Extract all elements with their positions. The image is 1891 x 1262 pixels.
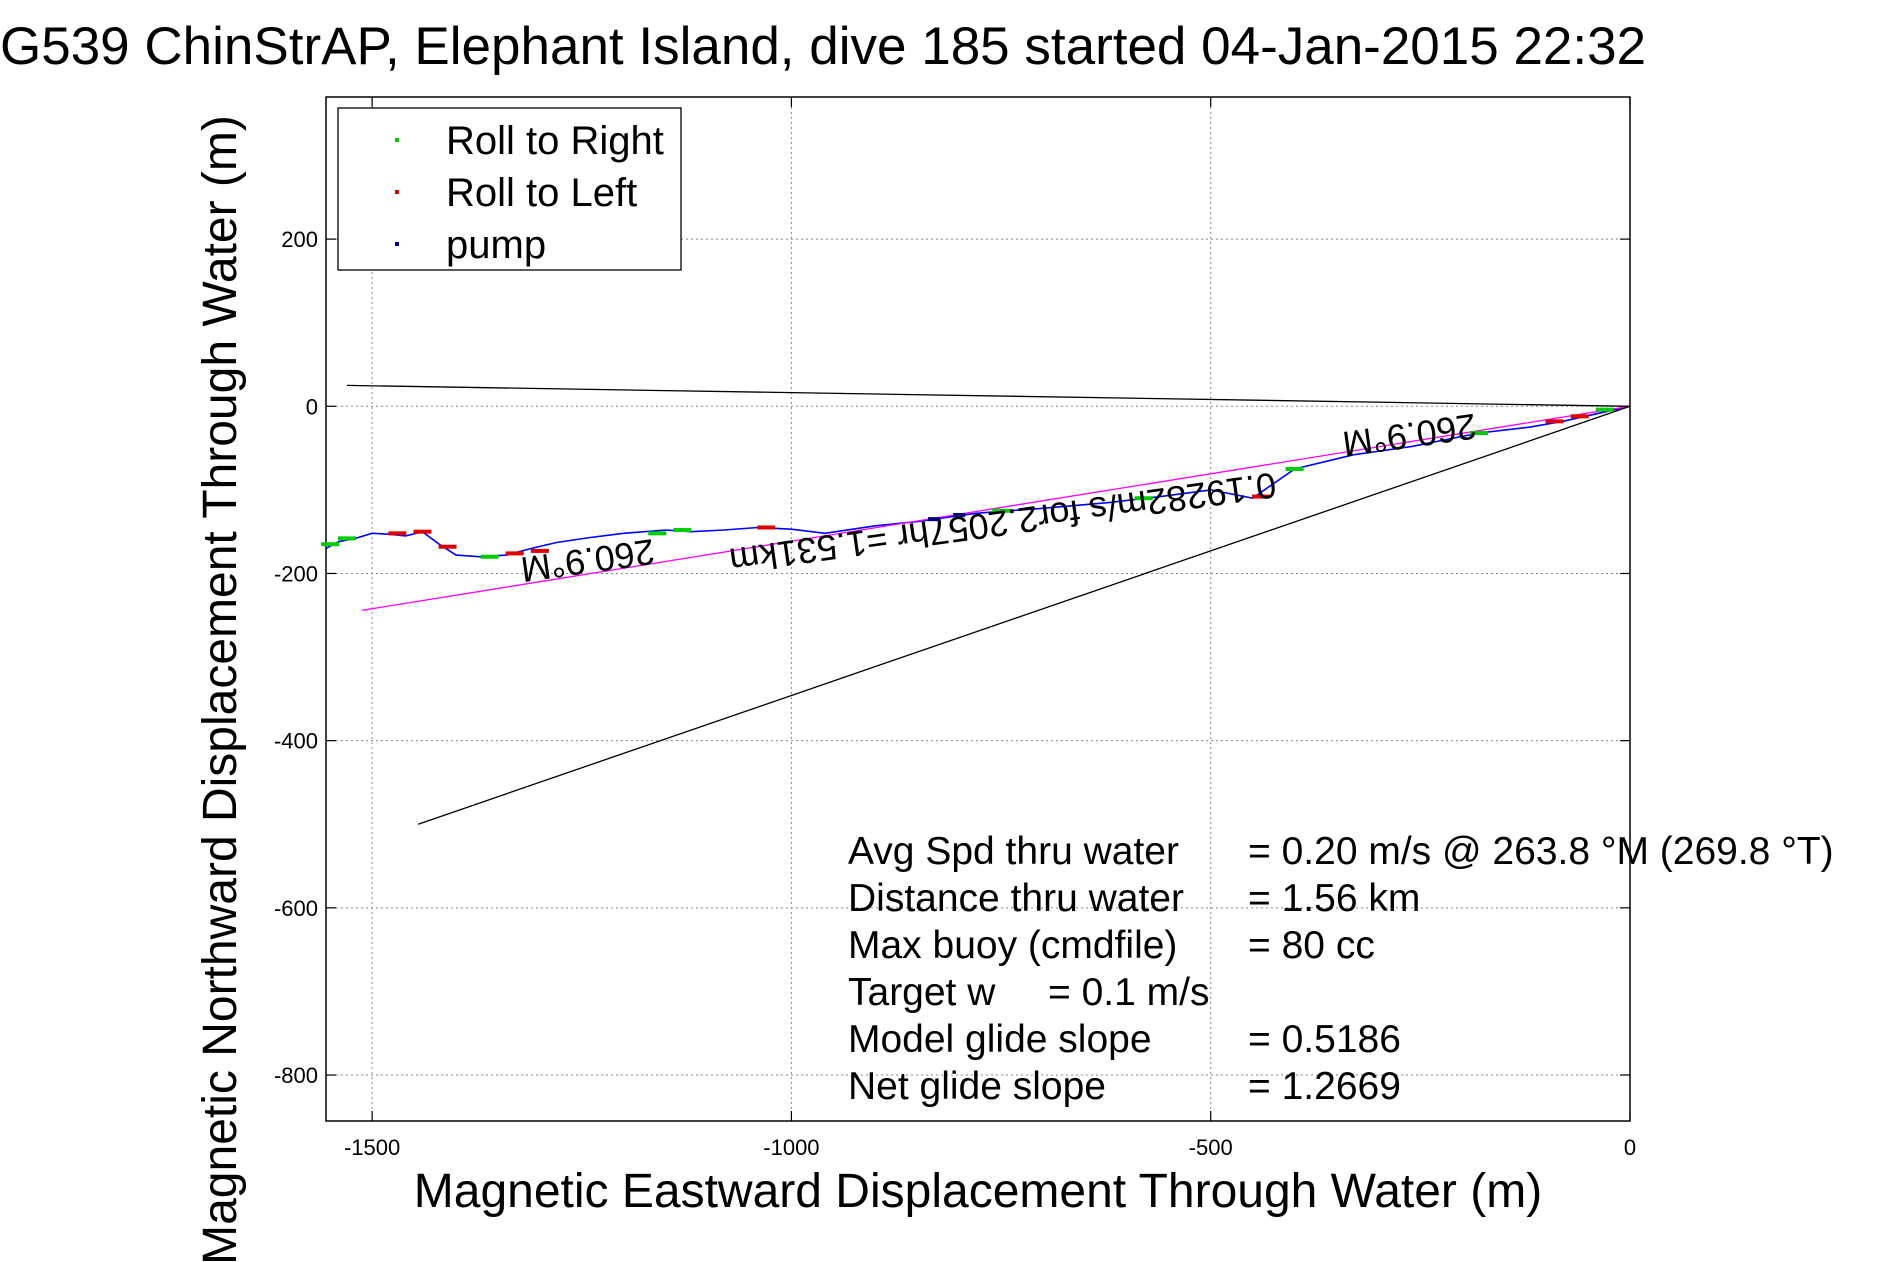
roll-right-marker [337,536,356,541]
roll-right-marker [1470,431,1489,436]
y-tick-label: 200 [281,227,318,252]
roll-left-marker [1570,414,1589,419]
legend-label: pump [446,223,546,267]
y-tick-label: -400 [274,729,318,754]
y-tick-label: -200 [274,561,318,586]
stats-block: Avg Spd thru water = 0.20 m/s @ 263.8 °M … [848,830,1834,1108]
roll-right-marker [480,554,499,559]
x-axis-label: Magnetic Eastward Displacement Through W… [414,1165,1542,1218]
pump-marker [927,517,940,522]
roll-right-marker [673,528,692,533]
roll-left-marker [438,544,457,549]
pump-marker [953,512,966,517]
y-tick-label: 0 [306,394,318,419]
roll-left-marker [1545,419,1564,424]
roll-right-marker [321,542,340,547]
stat-label: Max buoy (cmdfile) [848,924,1177,967]
roll-right-marker [1134,496,1153,501]
stat-value: = 1.56 km [1248,877,1420,920]
markers-layer [321,407,1614,559]
roll-left-marker [413,529,432,534]
roll-left-marker [530,548,549,553]
x-tick-label: -1000 [763,1135,819,1160]
y-tick-label: -800 [274,1063,318,1088]
roll-right-marker [992,508,1011,513]
legend-marker [395,242,399,246]
series-line [361,405,1631,611]
legend-label: Roll to Left [446,171,637,215]
series-line [346,384,1631,407]
roll-left-marker [388,531,407,536]
stat-value: = 0.20 m/s @ 263.8 °M (269.8 °T) [1248,830,1834,873]
stat-value: = 80 cc [1248,924,1375,967]
stat-label: Model glide slope [848,1018,1152,1061]
roll-right-marker [1285,466,1304,471]
roll-left-marker [505,551,524,556]
legend-marker [395,138,399,142]
roll-left-marker [1252,494,1271,499]
y-tick-label: -600 [274,896,318,921]
x-tick-label: 0 [1624,1135,1636,1160]
x-tick-label: -1500 [344,1135,400,1160]
y-axis-ticks: -800 -600 -400 -200 0 200 [274,227,1630,1088]
chart-title: G539 ChinStrAP, Elephant Island, dive 18… [0,17,1646,76]
legend-label: Roll to Right [446,119,664,163]
y-axis-label: Magnetic Northward Displacement Through … [194,115,247,1262]
stat-value: = 0.5186 [1248,1018,1401,1061]
legend-marker [395,190,399,194]
roll-right-marker [648,531,667,536]
stat-label: Avg Spd thru water [848,830,1179,873]
stat-label: Net glide slope [848,1065,1106,1108]
stat-value: = 0.1 m/s [1048,971,1209,1014]
legend: Roll to Right Roll to Left pump [337,107,682,271]
stat-label: Distance thru water [848,877,1184,920]
stat-label: Target w [848,971,996,1014]
roll-left-marker [757,525,776,530]
series-line [417,405,1631,825]
stat-value: = 1.2669 [1248,1065,1401,1108]
roll-right-marker [1595,407,1614,412]
x-axis-ticks: -1500 -1000 -500 0 [344,97,1636,1160]
x-tick-label: -500 [1189,1135,1233,1160]
